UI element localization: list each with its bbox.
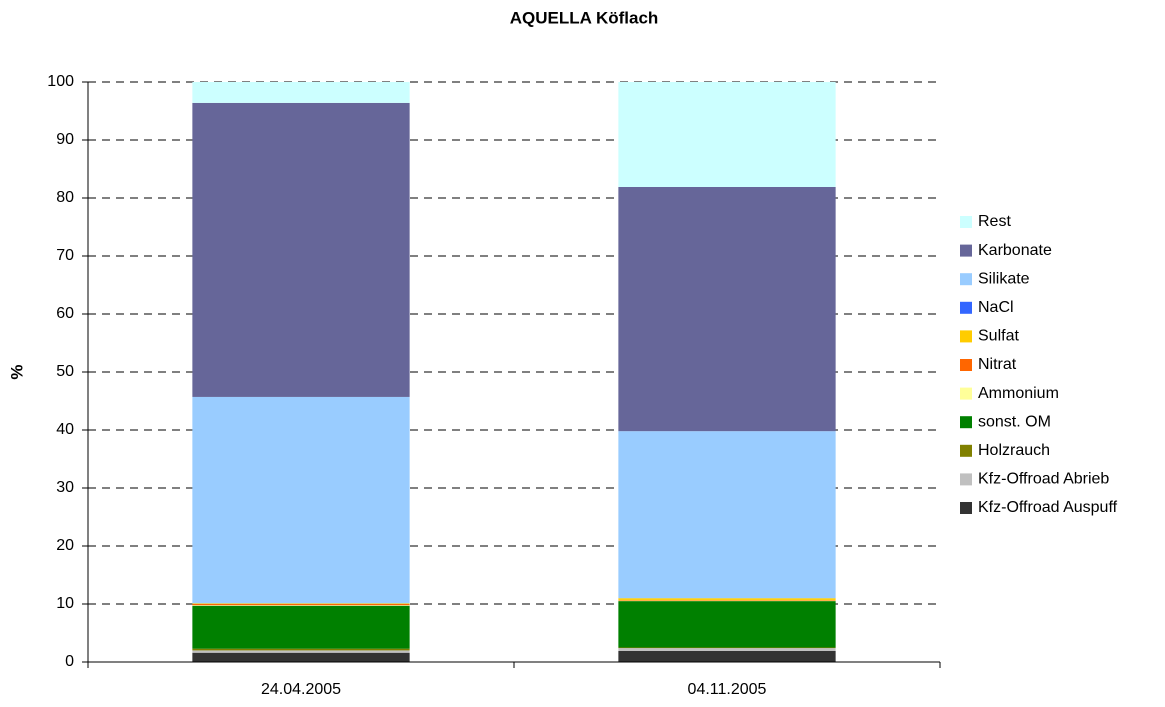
bar-segment — [618, 186, 836, 432]
legend-label: Holzrauch — [978, 442, 1050, 459]
y-tick-label: 10 — [56, 595, 74, 612]
bar-segment — [192, 603, 410, 604]
legend-label: Kfz-Offroad Abrieb — [978, 471, 1109, 488]
legend-label: sonst. OM — [978, 413, 1051, 430]
bar-segment — [192, 648, 410, 651]
legend-swatch — [960, 473, 972, 486]
legend-swatch — [960, 416, 972, 429]
legend-label: Kfz-Offroad Auspuff — [978, 499, 1118, 516]
legend-swatch — [960, 444, 972, 457]
y-tick-label: 70 — [56, 247, 74, 264]
y-axis-label: % — [7, 364, 26, 379]
legend-swatch — [960, 273, 972, 286]
x-tick-label: 04.11.2005 — [688, 681, 767, 698]
y-tick-label: 20 — [56, 537, 74, 554]
y-tick-label: 30 — [56, 479, 74, 496]
bar-segment — [192, 605, 410, 606]
bar-segment — [192, 652, 410, 662]
legend-label: Karbonate — [978, 242, 1052, 259]
bar-segment — [192, 604, 410, 606]
legend-label: Silikate — [978, 270, 1030, 287]
bar-segment — [618, 647, 836, 649]
legend-swatch — [960, 502, 972, 514]
legend-label: NaCl — [978, 299, 1014, 316]
y-tick-label: 50 — [56, 363, 74, 380]
legend-swatch — [960, 359, 972, 371]
legend-swatch — [960, 244, 972, 257]
y-tick-label: 90 — [56, 131, 74, 148]
legend-label: Nitrat — [978, 356, 1017, 373]
bar-segment — [618, 599, 836, 601]
legend-label: Rest — [978, 213, 1011, 230]
bar-segment — [618, 431, 836, 599]
y-tick-label: 40 — [56, 421, 74, 438]
bar-segment — [618, 600, 836, 602]
y-tick-label: 100 — [47, 73, 74, 90]
legend-swatch — [960, 330, 972, 343]
legend-label: Sulfat — [978, 328, 1019, 345]
legend-swatch — [960, 301, 972, 314]
bar-segment — [618, 648, 836, 651]
bar-segment — [618, 598, 836, 600]
y-tick-label: 0 — [65, 653, 74, 670]
bar-segment — [192, 102, 410, 397]
bar-segment — [192, 396, 410, 604]
bar-segment — [618, 82, 836, 187]
x-tick-label: 24.04.2005 — [261, 681, 341, 698]
bar-segment — [192, 605, 410, 649]
bar-segment — [618, 601, 836, 648]
chart-title: AQUELLA Köflach — [510, 8, 659, 27]
bar-segment — [192, 650, 410, 653]
y-tick-label: 80 — [56, 189, 74, 206]
legend-swatch — [960, 387, 972, 400]
bar-segment — [192, 82, 410, 103]
legend-swatch — [960, 216, 972, 228]
legend-label: Ammonium — [978, 385, 1059, 402]
bar-segment — [618, 650, 836, 662]
y-tick-label: 60 — [56, 305, 74, 322]
